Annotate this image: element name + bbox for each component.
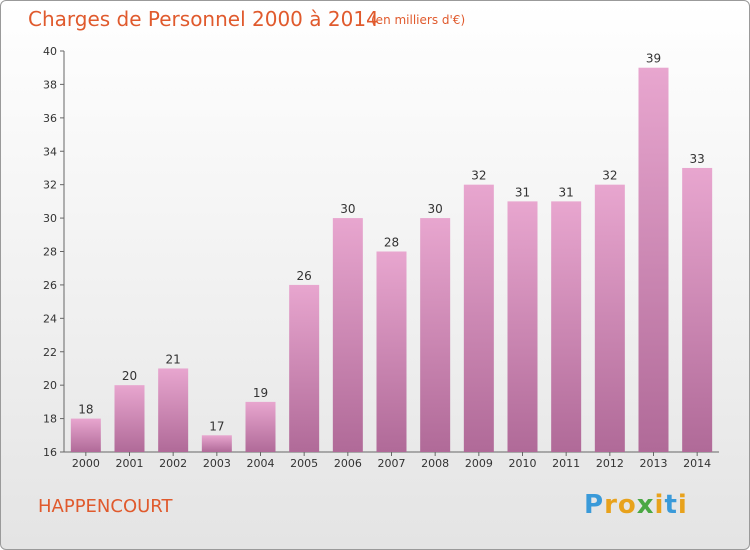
x-tick-label-2003: 2003 (203, 457, 231, 470)
logo-letter: P (584, 490, 605, 520)
logo-letter: o (617, 490, 637, 520)
bar-2013 (638, 67, 669, 452)
data-label-2007: 28 (384, 236, 399, 250)
bar-2003 (201, 435, 232, 452)
chart-subtitle: (en milliers d'€) (371, 13, 466, 27)
bar-2007 (376, 251, 407, 452)
x-tick-label-2005: 2005 (290, 457, 318, 470)
bar-2008 (420, 218, 451, 452)
x-tick-label-2009: 2009 (465, 457, 493, 470)
x-tick-label-2002: 2002 (159, 457, 187, 470)
logo-letter: i (677, 490, 688, 520)
x-tick-label-2007: 2007 (378, 457, 406, 470)
x-tick-label-2014: 2014 (683, 457, 711, 470)
x-tick-label-2012: 2012 (596, 457, 624, 470)
y-tick-label: 28 (43, 246, 57, 259)
x-tick-label-2001: 2001 (116, 457, 144, 470)
data-label-2010: 31 (515, 185, 530, 199)
x-tick-label-2010: 2010 (509, 457, 537, 470)
bar-2004 (245, 401, 276, 452)
commune-name: HAPPENCOURT (38, 496, 173, 517)
bar-2010 (507, 201, 538, 452)
y-tick-label: 16 (43, 446, 57, 459)
y-tick-label: 20 (43, 379, 57, 392)
data-label-2009: 32 (471, 169, 486, 183)
data-label-2006: 30 (340, 202, 355, 216)
y-tick-label: 32 (43, 179, 57, 192)
bar-2009 (463, 184, 494, 452)
logo-letter: r (604, 490, 618, 520)
y-tick-label: 38 (43, 78, 57, 91)
bar-2011 (551, 201, 582, 452)
y-tick-label: 22 (43, 346, 57, 359)
x-tick-label-2000: 2000 (72, 457, 100, 470)
bar-2000 (70, 418, 101, 452)
y-tick-label: 40 (43, 45, 57, 58)
data-label-2012: 32 (602, 169, 617, 183)
proxiti-logo: Proxiti (584, 490, 688, 520)
y-tick-label: 26 (43, 279, 57, 292)
x-tick-label-2004: 2004 (247, 457, 275, 470)
data-label-2013: 39 (646, 52, 661, 66)
data-label-2011: 31 (559, 185, 574, 199)
x-tick-label-2011: 2011 (552, 457, 580, 470)
y-tick-label: 30 (43, 212, 57, 225)
y-tick-label: 34 (43, 145, 57, 158)
data-label-2004: 19 (253, 386, 268, 400)
x-tick-label-2006: 2006 (334, 457, 362, 470)
bar-2001 (114, 385, 145, 452)
bar-2002 (158, 368, 189, 452)
data-label-2014: 33 (690, 152, 705, 166)
logo-letter: i (654, 490, 665, 520)
data-label-2000: 18 (78, 403, 93, 417)
x-tick-label-2013: 2013 (640, 457, 668, 470)
logo-letter: x (636, 490, 655, 520)
chart-title: Charges de Personnel 2000 à 2014 (28, 7, 379, 31)
x-tick-label-2008: 2008 (421, 457, 449, 470)
data-label-2003: 17 (209, 419, 224, 433)
bar-2005 (289, 284, 320, 452)
y-tick-label: 36 (43, 112, 57, 125)
bar-2014 (682, 167, 713, 453)
bar-2012 (594, 184, 625, 452)
data-label-2008: 30 (428, 202, 443, 216)
bar-2006 (332, 218, 363, 452)
data-label-2001: 20 (122, 369, 137, 383)
y-tick-label: 18 (43, 413, 57, 426)
data-label-2005: 26 (297, 269, 312, 283)
logo-letter: t (664, 490, 678, 520)
y-tick-label: 24 (43, 312, 57, 325)
data-label-2002: 21 (166, 352, 181, 366)
